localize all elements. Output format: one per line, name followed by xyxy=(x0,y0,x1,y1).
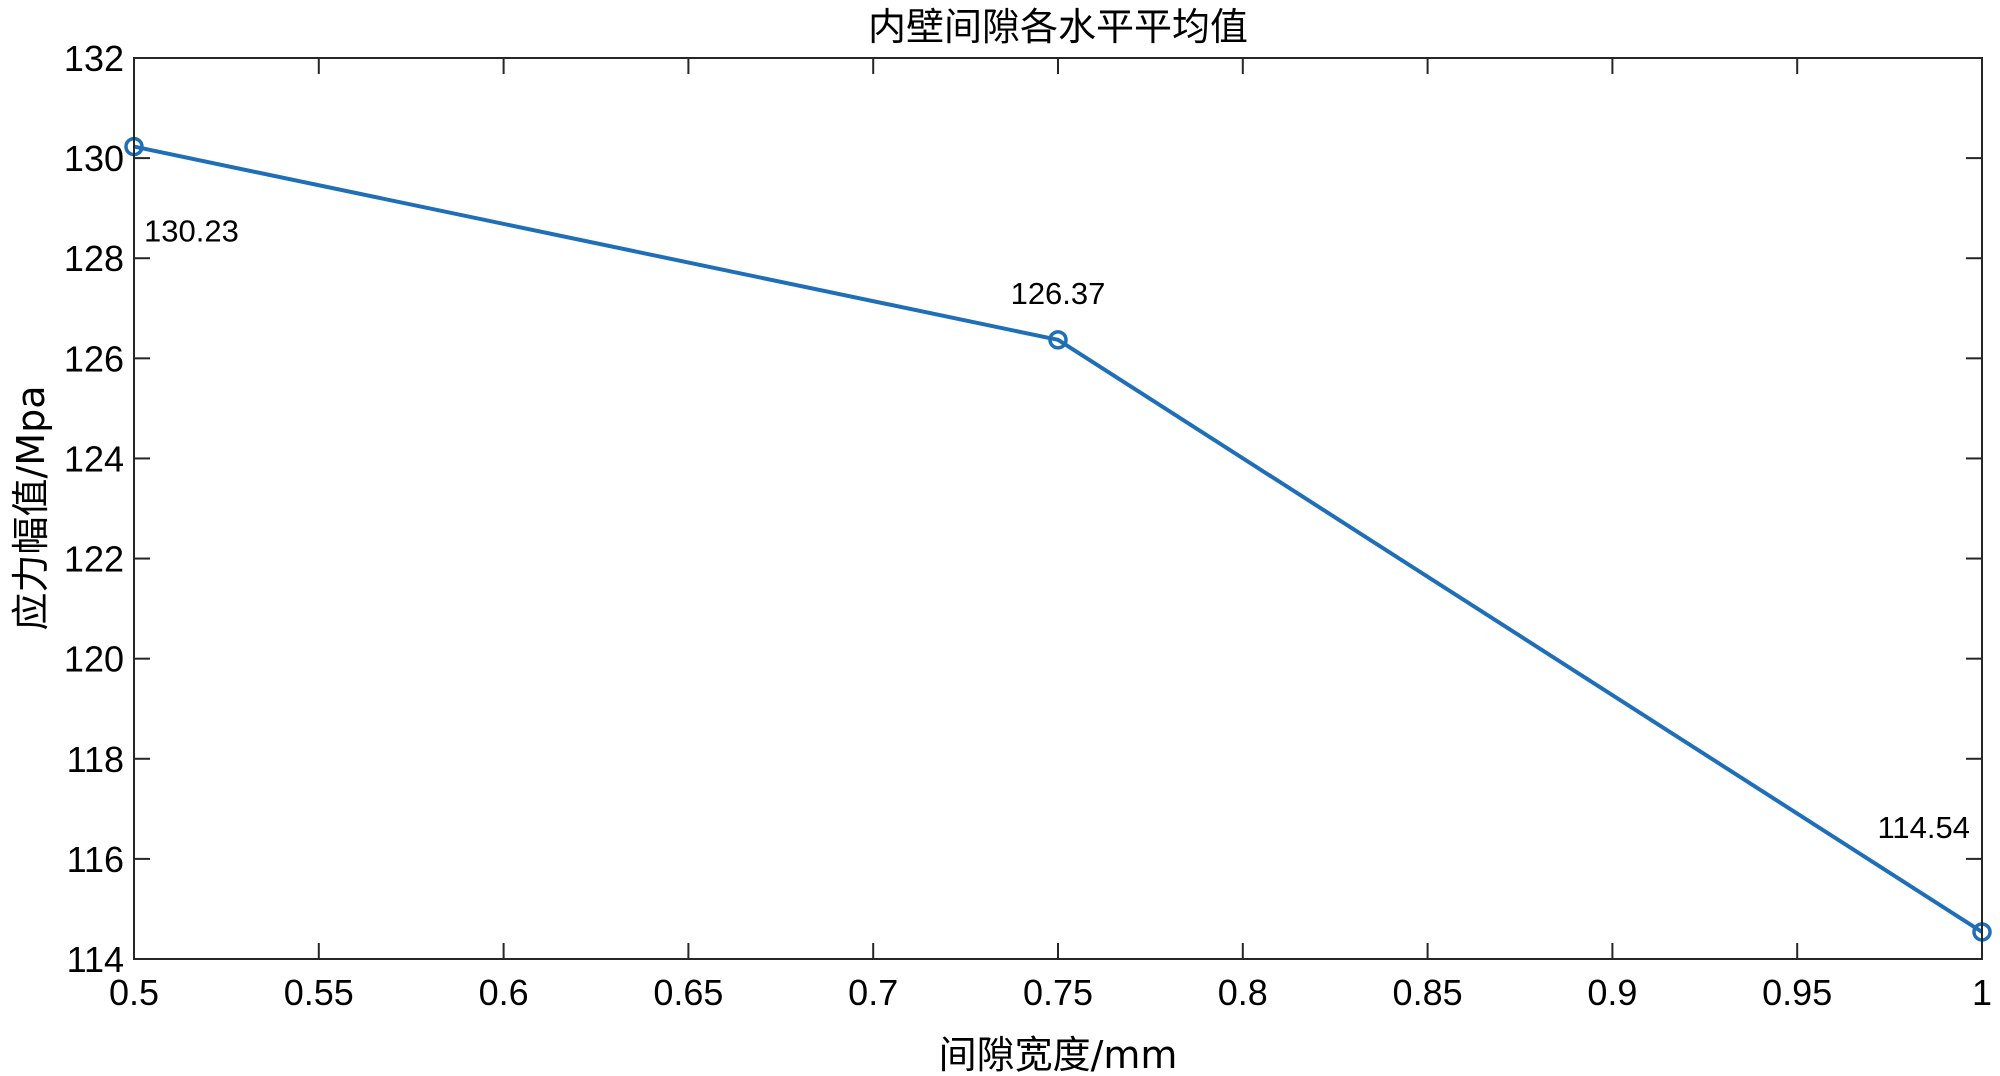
y-tick-label: 114 xyxy=(67,939,124,980)
chart-title: 内壁间隙各水平平均值 xyxy=(868,5,1248,49)
x-tick-label: 0.9 xyxy=(1587,972,1637,1013)
y-tick-label: 124 xyxy=(64,438,124,479)
x-tick-label: 0.75 xyxy=(1023,972,1093,1013)
data-label: 130.23 xyxy=(144,214,239,249)
y-tick-label: 132 xyxy=(64,38,124,79)
x-tick-label: 0.65 xyxy=(653,972,723,1013)
plot-background xyxy=(134,58,1982,959)
y-tick-label: 118 xyxy=(67,739,124,780)
x-tick-label: 0.85 xyxy=(1393,972,1463,1013)
y-tick-label: 116 xyxy=(67,839,124,880)
y-tick-label: 126 xyxy=(64,338,124,379)
y-axis-label: 应力幅值/Mpa xyxy=(9,386,53,631)
y-tick-label: 130 xyxy=(64,138,124,179)
x-tick-label: 0.7 xyxy=(848,972,898,1013)
series-line xyxy=(133,144,1984,934)
y-tick-label: 122 xyxy=(64,539,124,580)
x-axis-label: 间隙宽度/mm xyxy=(939,1033,1178,1076)
x-tick-label: 0.5 xyxy=(109,972,159,1013)
x-tick-label: 0.95 xyxy=(1762,972,1832,1013)
data-labels-layer: 130.23 126.37 114.54 xyxy=(144,214,1970,845)
data-label: 114.54 xyxy=(1877,810,1970,845)
x-tick-label: 0.55 xyxy=(284,972,354,1013)
data-label: 126.37 xyxy=(1011,276,1106,311)
x-tick-label: 0.8 xyxy=(1218,972,1268,1013)
ticks-layer: 0.5 0.55 0.6 0.65 0.7 0.75 0.8 0.85 0.9 0.95 1 114 1… xyxy=(64,38,1992,1013)
y-tick-label: 120 xyxy=(64,639,124,680)
x-tick-label: 1 xyxy=(1972,972,1992,1013)
plot-frame xyxy=(133,57,1983,960)
y-tick-label: 128 xyxy=(64,238,124,279)
x-tick-label: 0.6 xyxy=(479,972,529,1013)
data-point-marker xyxy=(1048,330,1068,350)
